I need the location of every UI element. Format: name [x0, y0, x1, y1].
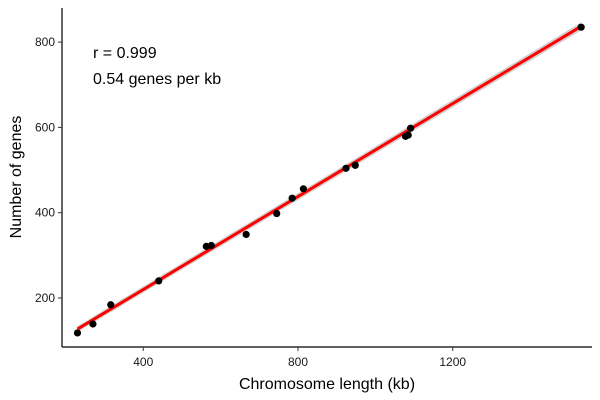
x-tick-label: 1200 — [439, 355, 466, 369]
y-tick-label: 600 — [35, 120, 55, 134]
x-tick-label: 400 — [133, 355, 153, 369]
y-axis-title: Number of genes — [8, 116, 25, 239]
data-point — [155, 277, 163, 285]
data-point — [351, 161, 359, 169]
data-point — [242, 230, 250, 239]
data-point — [577, 23, 585, 31]
annotation-slope: 0.54 genes per kb — [93, 71, 221, 88]
data-point — [273, 209, 281, 218]
plot-area — [73, 22, 585, 337]
x-tick-label: 800 — [288, 355, 308, 369]
data-point — [342, 164, 350, 172]
data-point — [288, 194, 296, 202]
data-point — [406, 124, 415, 132]
axes: 400 800 1200 200 400 600 800 — [35, 8, 592, 369]
data-point — [404, 131, 412, 139]
data-point — [89, 320, 97, 328]
data-point — [299, 185, 308, 193]
annotation-correlation: r = 0.999 — [93, 45, 157, 62]
data-point — [73, 329, 82, 337]
data-point — [107, 301, 115, 309]
y-tick-label: 200 — [35, 291, 55, 305]
data-point — [207, 241, 215, 250]
x-axis-title: Chromosome length (kb) — [239, 376, 415, 393]
y-tick-label: 400 — [35, 206, 55, 220]
y-tick-label: 800 — [35, 35, 55, 49]
